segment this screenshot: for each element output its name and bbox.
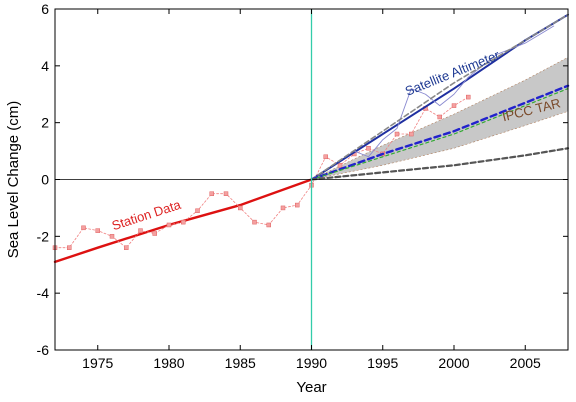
x-tick-label: 1975 [82,355,113,371]
data-point-station-observed [138,228,143,233]
y-tick-label: 0 [41,172,49,188]
y-tick-label: -4 [37,285,50,301]
uncertainty-band-layer [311,56,569,180]
data-point-station-observed [366,145,371,151]
x-tick-label: 2005 [510,355,541,371]
x-tick-label: 1980 [153,355,184,371]
data-point-station-observed [451,103,457,108]
data-point-station-observed [81,225,86,231]
data-point-station-observed [95,228,100,233]
series-layer [52,13,570,264]
data-point-station-observed [166,222,172,228]
data-point-station-observed [238,205,243,211]
data-point-station-observed [437,114,442,120]
data-point-station-observed [67,245,72,250]
data-point-station-observed [209,191,214,196]
x-tick-label: 1995 [367,355,398,371]
y-axis-title: Sea Level Change (cm) [5,101,22,259]
series-line-station-observed [54,96,469,249]
data-point-station-observed [466,94,471,100]
y-tick-label: 2 [41,115,49,131]
data-point-station-observed [409,131,414,137]
data-point-station-observed [124,245,129,250]
data-point-station-observed [109,234,115,239]
data-point-station-observed [252,219,257,225]
series-line-projection-central-2 [310,87,569,181]
data-point-station-observed [181,219,186,225]
axes-layer: 1975 1980 1985 1990 1995 2000 2005 -6 -4 -2 0 2 4 6 [37,1,569,371]
data-point-station-observed [223,191,229,196]
x-axis-title: Year [296,379,326,396]
data-point-station-observed [152,231,157,236]
x-tick-label: 1990 [296,355,327,371]
series-line-projection-lower [310,147,570,181]
data-point-station-observed [280,205,286,211]
series-line-projection-central [310,84,570,181]
x-tick-label: 2000 [438,355,469,371]
series-line-projection-upper [310,13,569,181]
data-point-station-observed [295,202,300,208]
y-tick-label: -2 [37,228,50,244]
data-point-station-observed [323,154,328,160]
data-point-station-observed [195,208,200,214]
x-tick-label: 1985 [225,355,256,371]
data-point-station-observed [394,131,400,137]
data-point-station-observed [266,222,271,228]
uncertainty-band [311,56,569,180]
y-tick-label: 4 [41,58,49,74]
series-line-satellite-observed [353,25,555,158]
data-point-station-observed [337,163,343,168]
y-tick-label: -6 [37,342,50,358]
y-tick-label: 6 [41,1,49,17]
